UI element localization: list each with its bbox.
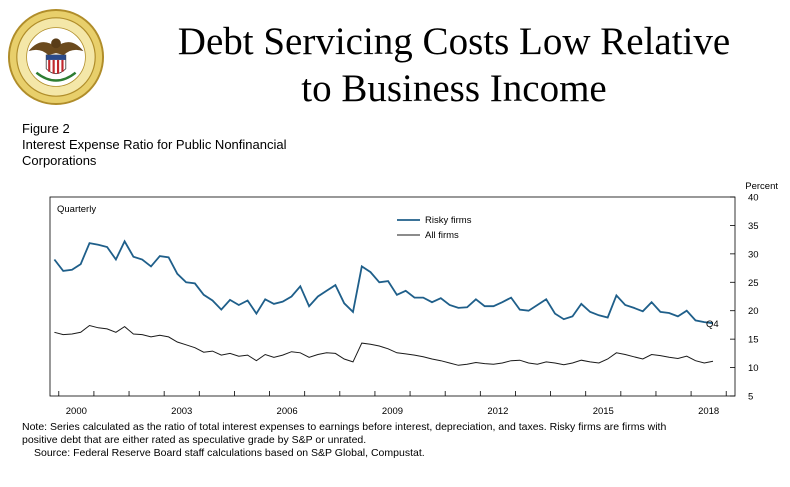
federal-reserve-seal	[7, 8, 105, 106]
end-annotation-q4: Q4	[706, 319, 719, 330]
y-tick-label: 15	[748, 335, 759, 346]
plot-frame	[49, 196, 736, 397]
slide-title-line-2: to Business Income	[301, 67, 607, 110]
x-tick-label: 2003	[171, 406, 192, 417]
y-tick-label: 40	[748, 193, 759, 204]
y-tick-label: 10	[748, 363, 759, 374]
series-line-risky-firms	[53, 239, 714, 325]
series-line-all-firms	[54, 324, 714, 366]
figure-number: Figure 2	[22, 121, 70, 136]
x-tick-label: 2009	[382, 406, 403, 417]
legend: Risky firms All firms	[397, 215, 472, 241]
y-tick-label: 25	[748, 278, 759, 289]
slide-title-line-1: Debt Servicing Costs Low Relative	[177, 20, 731, 63]
y-axis: 5 10 15 20 25 30 35 40	[730, 193, 759, 403]
x-tick-label: 2006	[277, 406, 298, 417]
y-axis-label: Percent	[745, 181, 778, 192]
x-tick-label: 2000	[66, 406, 87, 417]
y-tick-label: 5	[748, 392, 753, 403]
x-tick-label: 2012	[487, 406, 508, 417]
source-line: Source: Federal Reserve Board staff calc…	[34, 447, 425, 459]
figure-title-line-1: Interest Expense Ratio for Public Nonfin…	[22, 137, 287, 152]
frequency-label: Quarterly	[57, 204, 96, 215]
x-axis: 2000 2003 2006 2009 2012 2015 2018	[58, 391, 727, 417]
figure-notes: Note: Series calculated as the ratio of …	[22, 421, 782, 460]
y-tick-label: 35	[748, 221, 759, 232]
x-tick-label: 2015	[593, 406, 614, 417]
legend-label-all: All firms	[425, 230, 459, 241]
slide-title: Debt Servicing Costs Low Relative to Bus…	[118, 18, 790, 112]
legend-label-risky: Risky firms	[425, 215, 472, 226]
note-line-2: positive debt that are either rated as s…	[22, 434, 367, 446]
note-line-1: Note: Series calculated as the ratio of …	[22, 421, 667, 433]
x-tick-label: 2018	[698, 406, 719, 417]
figure-title-line-2: Corporations	[22, 153, 97, 168]
y-tick-label: 30	[748, 249, 759, 260]
y-tick-label: 20	[748, 306, 759, 317]
